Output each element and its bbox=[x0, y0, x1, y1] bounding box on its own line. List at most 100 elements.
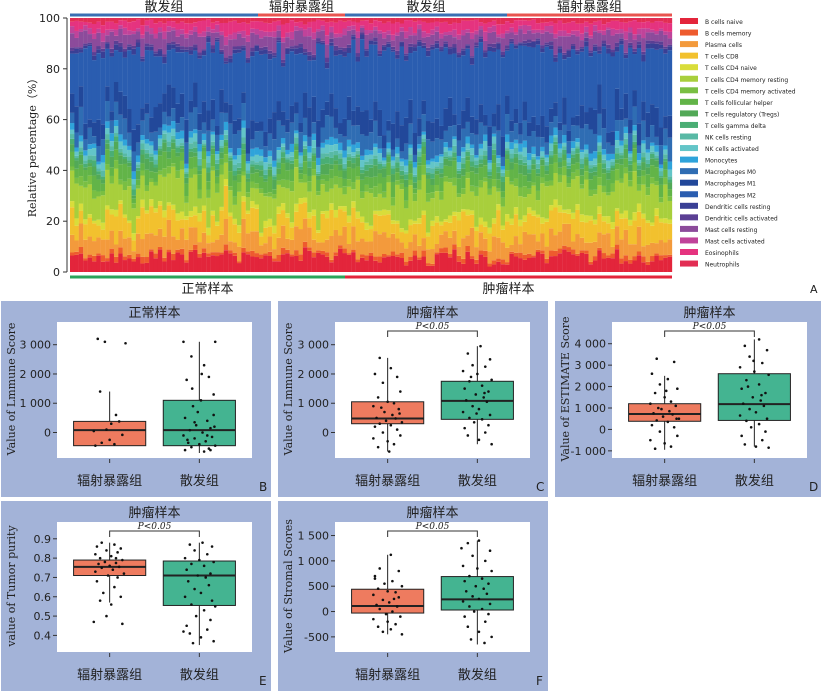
bar-segment bbox=[641, 262, 646, 272]
bar-segment bbox=[179, 143, 185, 146]
bar-segment bbox=[105, 261, 110, 272]
bar-segment bbox=[522, 101, 528, 121]
bar-segment bbox=[329, 164, 334, 170]
bar-segment bbox=[188, 112, 194, 132]
bar-segment bbox=[184, 216, 189, 220]
bar-segment bbox=[395, 111, 400, 139]
y-axis-label: Value of Stromal Scores bbox=[282, 519, 295, 654]
data-point bbox=[98, 556, 102, 560]
bar-segment bbox=[535, 249, 541, 253]
bar-segment bbox=[390, 197, 396, 206]
bar-segment bbox=[425, 22, 431, 34]
bar-segment bbox=[254, 162, 260, 165]
data-point bbox=[653, 447, 657, 451]
bar-segment bbox=[197, 165, 202, 171]
bar-segment bbox=[215, 252, 220, 257]
bar-segment bbox=[601, 154, 607, 160]
bar-segment bbox=[258, 193, 264, 233]
bar-segment bbox=[456, 140, 462, 156]
bar-segment bbox=[592, 18, 598, 22]
bar-segment bbox=[474, 259, 479, 264]
data-point bbox=[743, 344, 747, 348]
bar-segment bbox=[496, 261, 501, 272]
bar-segment bbox=[487, 194, 492, 228]
bar-segment bbox=[346, 254, 352, 272]
bar-segment bbox=[250, 47, 255, 52]
bar-segment bbox=[254, 44, 260, 46]
y-tick-label: 3 000 bbox=[575, 359, 607, 372]
bar-segment bbox=[645, 163, 651, 168]
bar-segment bbox=[184, 38, 189, 48]
bar-segment bbox=[522, 254, 528, 260]
legend-label: T cells CD4 naive bbox=[704, 65, 757, 72]
bar-segment bbox=[544, 161, 550, 166]
bar-segment bbox=[447, 48, 453, 55]
bar-segment bbox=[157, 32, 163, 49]
bar-segment bbox=[70, 255, 75, 272]
bar-segment bbox=[298, 155, 304, 164]
bar-segment bbox=[342, 186, 347, 195]
bar-segment bbox=[245, 233, 251, 252]
bar-segment bbox=[100, 139, 106, 156]
bar-segment bbox=[491, 133, 497, 137]
bar-segment bbox=[140, 34, 145, 39]
bar-segment bbox=[614, 159, 620, 164]
bar-segment bbox=[663, 145, 668, 150]
bar-segment bbox=[641, 170, 646, 176]
bar-segment bbox=[360, 39, 365, 112]
data-point bbox=[394, 417, 397, 420]
bar-segment bbox=[628, 244, 633, 260]
bar-segment bbox=[166, 44, 172, 51]
bar-segment bbox=[570, 148, 576, 152]
bar-segment bbox=[381, 197, 387, 210]
bar-segment bbox=[535, 124, 541, 137]
bar-segment bbox=[509, 142, 514, 150]
bar-segment bbox=[606, 27, 611, 30]
bar-segment bbox=[667, 44, 673, 47]
bar-segment bbox=[78, 147, 84, 152]
bar-segment bbox=[390, 181, 396, 198]
bar-segment bbox=[636, 251, 642, 256]
data-point bbox=[190, 387, 194, 390]
bar-segment bbox=[258, 130, 264, 150]
bar-segment bbox=[421, 31, 427, 38]
bar-segment bbox=[531, 185, 536, 211]
bar-segment bbox=[250, 18, 255, 22]
bar-segment bbox=[285, 32, 290, 38]
bar-segment bbox=[100, 58, 106, 125]
data-point bbox=[103, 340, 107, 344]
bar-segment bbox=[443, 32, 449, 36]
bar-segment bbox=[619, 218, 624, 240]
bar-segment bbox=[491, 43, 497, 48]
bar-segment bbox=[294, 146, 299, 151]
bar-segment bbox=[236, 23, 242, 32]
bar-segment bbox=[439, 156, 444, 163]
bar-segment bbox=[105, 209, 110, 240]
data-point bbox=[95, 545, 99, 548]
bar-segment bbox=[320, 42, 326, 45]
bar-segment bbox=[544, 154, 550, 158]
bar-segment bbox=[403, 179, 409, 187]
bar-segment bbox=[461, 50, 466, 56]
bar-segment bbox=[557, 148, 563, 153]
bar-segment bbox=[122, 118, 128, 140]
bar-segment bbox=[496, 204, 501, 211]
bar-segment bbox=[355, 157, 361, 167]
data-point bbox=[760, 361, 764, 365]
bar-segment bbox=[360, 111, 365, 135]
bar-segment bbox=[157, 148, 163, 151]
legend-label: Neutrophils bbox=[705, 262, 739, 269]
bar-segment bbox=[342, 170, 347, 179]
bar-segment bbox=[650, 43, 655, 49]
bar-segment bbox=[289, 18, 295, 21]
x-tick-label: 散发组 bbox=[735, 473, 774, 489]
bar-segment bbox=[632, 171, 637, 213]
bar-segment bbox=[210, 99, 216, 120]
bar-segment bbox=[254, 131, 260, 148]
bar-segment bbox=[395, 162, 400, 168]
data-point bbox=[98, 599, 102, 602]
bar-segment bbox=[562, 212, 567, 224]
bar-segment bbox=[329, 32, 334, 39]
bar-segment bbox=[636, 190, 642, 204]
